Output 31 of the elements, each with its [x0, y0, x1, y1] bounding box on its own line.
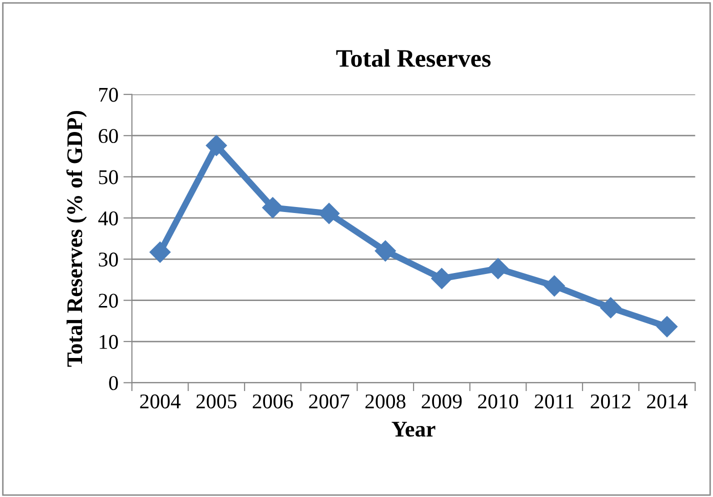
point — [544, 275, 565, 296]
y-tick-label: 0 — [109, 376, 118, 390]
x-tick-label: 2010 — [478, 394, 518, 408]
y-axis-title: Total Reserves (% of GDP) — [66, 110, 87, 367]
x-tick-label: 2004 — [140, 394, 181, 408]
y-tick-label: 10 — [100, 334, 118, 349]
x-tick-label: 2007 — [309, 394, 350, 408]
y-tick-label: 40 — [98, 211, 118, 226]
point — [431, 268, 452, 290]
x-tick-label: 2012 — [590, 394, 630, 408]
point — [374, 240, 396, 262]
point — [600, 297, 622, 318]
y-tick-label: 50 — [99, 170, 118, 184]
point — [488, 258, 509, 280]
x-tick-label: 2014 — [647, 394, 688, 408]
y-tick-label: 30 — [98, 252, 118, 267]
point — [318, 202, 340, 224]
point — [150, 242, 171, 263]
x-tick-label: 2006 — [252, 394, 293, 408]
x-tick-label: 2011 — [534, 394, 574, 408]
x-tick-label: 2005 — [196, 394, 236, 408]
y-tick-label: 20 — [98, 294, 118, 308]
x-axis-title: Year — [392, 422, 436, 437]
x-tick-label: 2009 — [422, 394, 462, 408]
point — [206, 134, 227, 156]
y-tick-label: 60 — [98, 128, 118, 144]
point — [262, 197, 284, 218]
chart-title: Total Reserves — [336, 49, 491, 67]
x-tick-label: 2008 — [365, 394, 406, 408]
y-tick-label: 70 — [99, 88, 118, 102]
point — [656, 316, 678, 338]
